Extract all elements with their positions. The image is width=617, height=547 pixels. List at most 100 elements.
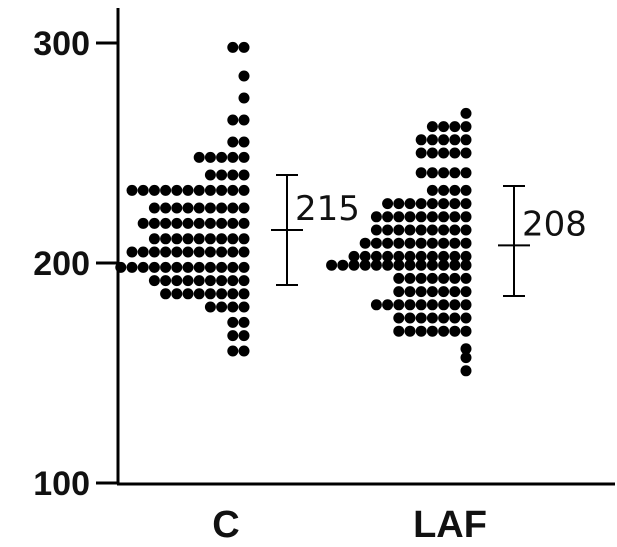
dot-laf — [449, 211, 461, 223]
dot-c — [182, 233, 194, 245]
dot-laf — [415, 286, 427, 298]
dot-c — [238, 288, 250, 300]
dot-laf — [415, 299, 427, 311]
dot-c — [238, 41, 250, 53]
dot-c — [227, 233, 239, 245]
dot-c — [182, 184, 194, 196]
dot-c — [115, 261, 127, 273]
dot-c — [238, 136, 250, 148]
dot-laf — [415, 312, 427, 324]
dot-laf — [370, 250, 382, 262]
dot-c — [227, 169, 239, 181]
dot-c — [160, 217, 172, 229]
dot-laf — [438, 299, 450, 311]
dot-c — [137, 261, 149, 273]
dot-c — [238, 233, 250, 245]
category-labels: C LAF — [212, 504, 487, 546]
dot-laf — [382, 224, 394, 236]
dot-laf — [426, 167, 438, 179]
dot-c — [204, 217, 216, 229]
dot-c — [160, 261, 172, 273]
dot-laf — [426, 299, 438, 311]
dot-c — [227, 345, 239, 357]
dot-laf — [415, 167, 427, 179]
dot-c — [160, 184, 172, 196]
dot-c — [238, 184, 250, 196]
dot-laf — [438, 259, 450, 271]
dot-c — [204, 301, 216, 313]
dot-c — [148, 246, 160, 258]
dot-c — [126, 246, 138, 258]
dot-laf — [460, 121, 472, 133]
dot-c — [171, 233, 183, 245]
dot-laf — [404, 198, 416, 210]
dot-laf — [460, 198, 472, 210]
dot-c — [148, 261, 160, 273]
dot-laf — [449, 272, 461, 284]
dot-laf — [449, 286, 461, 298]
dot-c — [238, 316, 250, 328]
dot-laf — [449, 167, 461, 179]
dot-c — [227, 246, 239, 258]
dot-laf — [426, 286, 438, 298]
dot-laf — [393, 259, 405, 271]
dot-laf — [438, 224, 450, 236]
dot-laf — [438, 325, 450, 337]
dot-c — [171, 202, 183, 214]
dot-laf — [415, 147, 427, 159]
summary-error-bars: 215 208 — [271, 174, 587, 297]
dot-c — [238, 70, 250, 82]
dot-laf — [370, 237, 382, 249]
dot-c — [182, 275, 194, 287]
dot-laf — [404, 224, 416, 236]
dot-laf — [393, 224, 405, 236]
dot-c — [204, 233, 216, 245]
dot-laf — [337, 259, 349, 271]
dot-c — [238, 151, 250, 163]
dot-c — [238, 275, 250, 287]
dot-c — [238, 202, 250, 214]
dot-laf — [393, 312, 405, 324]
dot-c — [171, 246, 183, 258]
dot-laf — [438, 286, 450, 298]
dot-laf — [393, 286, 405, 298]
dot-laf — [438, 167, 450, 179]
dot-laf — [449, 250, 461, 262]
y-tick-label-300: 300 — [33, 25, 90, 63]
dot-laf — [348, 259, 360, 271]
dot-laf — [460, 343, 472, 355]
dot-laf — [382, 259, 394, 271]
dot-c — [216, 261, 228, 273]
y-ticks: 100 200 300 — [33, 25, 118, 503]
dot-laf — [393, 211, 405, 223]
dot-laf — [393, 237, 405, 249]
dot-laf — [438, 184, 450, 196]
dot-c — [238, 330, 250, 342]
dot-laf — [426, 198, 438, 210]
dot-laf — [415, 237, 427, 249]
dot-c — [204, 246, 216, 258]
data-dots — [115, 41, 472, 377]
dot-laf — [449, 299, 461, 311]
dot-laf — [426, 259, 438, 271]
dot-laf — [415, 325, 427, 337]
dot-c — [216, 151, 228, 163]
dot-laf — [426, 184, 438, 196]
dot-laf — [404, 286, 416, 298]
dot-laf — [393, 198, 405, 210]
dot-c — [160, 233, 172, 245]
dot-laf — [460, 259, 472, 271]
dot-laf — [359, 259, 371, 271]
dot-c — [216, 202, 228, 214]
dot-laf — [460, 237, 472, 249]
dot-c — [193, 288, 205, 300]
dot-laf — [438, 237, 450, 249]
dot-laf — [460, 134, 472, 146]
dot-c — [227, 288, 239, 300]
dot-c — [193, 233, 205, 245]
dot-laf — [449, 198, 461, 210]
dot-laf — [426, 134, 438, 146]
dot-laf — [404, 272, 416, 284]
dot-c — [171, 184, 183, 196]
dot-laf — [370, 211, 382, 223]
